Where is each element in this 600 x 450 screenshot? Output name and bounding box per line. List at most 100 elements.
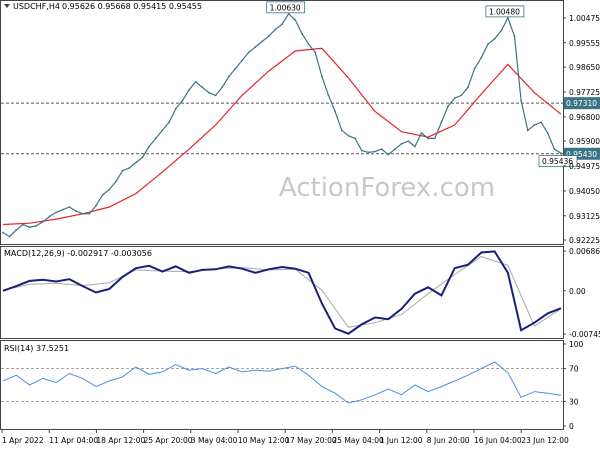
swing-label-box <box>485 5 525 18</box>
price-point <box>221 86 224 89</box>
price-level-label-box <box>564 97 600 110</box>
price-point <box>487 43 489 46</box>
price-point <box>354 137 356 140</box>
macd-axis-tick-label: -0.007454 <box>569 330 600 339</box>
time-axis-tick-label: 23 Jun 12:00 <box>521 436 569 445</box>
macd-axis-tick-label: 0.00 <box>569 287 586 296</box>
price-axis-tick-label: 0.96800 <box>569 113 600 122</box>
time-axis-tick-label: 1 Jun 12:00 <box>380 436 423 445</box>
time-axis-tick-label: 3 May 04:00 <box>191 436 238 445</box>
price-axis-tick-label: 0.98650 <box>569 63 600 72</box>
rsi-series <box>2 361 562 404</box>
price-point <box>287 12 290 15</box>
price-series <box>2 12 562 238</box>
price-point <box>75 210 77 212</box>
price-axis-tick-label: 0.93125 <box>569 212 600 221</box>
price-point <box>68 206 71 208</box>
swing-label: 0.95436 <box>542 157 573 166</box>
price-point <box>360 149 363 152</box>
time-axis-tick-label: 11 Apr 04:00 <box>49 436 98 445</box>
time-axis-tick-label: 25 Apr 20:00 <box>144 436 193 445</box>
macd-axis: 0.006861 0.00 -0.007454 <box>563 247 600 339</box>
price-point <box>35 224 38 227</box>
price-point <box>453 97 456 99</box>
price-axis-tick-label: 0.94050 <box>569 187 600 196</box>
price-point <box>433 137 436 140</box>
price-axis-tick-label: 1.00475 <box>569 14 600 23</box>
price-point <box>301 32 303 35</box>
price-point <box>141 156 144 159</box>
price-point <box>546 132 549 134</box>
price-point <box>374 150 376 153</box>
moving-average-line <box>2 47 562 226</box>
price-point <box>261 40 263 43</box>
price-point <box>520 99 523 102</box>
price-point <box>108 188 111 191</box>
price-point <box>407 140 410 143</box>
price-point <box>447 105 449 108</box>
macd-line <box>2 250 562 335</box>
macd-axis-tick-label: 0.006861 <box>569 247 600 256</box>
rsi-line <box>2 361 562 404</box>
price-point <box>22 223 24 226</box>
time-axis-tick-label: 17 May 20:00 <box>285 436 337 445</box>
price-point <box>128 167 131 169</box>
price-point <box>526 129 529 132</box>
price-point <box>55 211 58 214</box>
price-point <box>480 56 483 59</box>
price-point <box>254 46 257 48</box>
price-axis-tick-label: 0.99555 <box>569 39 600 48</box>
price-point <box>307 43 310 46</box>
price-point <box>400 142 403 145</box>
time-axis-tick-label: 16 Jun 04:00 <box>474 436 522 445</box>
price-point <box>274 28 277 31</box>
time-axis-tick-label: 1 Apr 2022 <box>2 436 44 445</box>
price-axis: 1.00475 0.99555 0.98650 0.97725 0.96800 0.959… <box>563 14 600 245</box>
price-point <box>101 194 104 196</box>
price-point <box>201 86 204 89</box>
price-point <box>2 231 4 234</box>
price-point <box>227 75 230 78</box>
price-point <box>347 134 350 137</box>
price-level-label: 0.97310 <box>566 99 597 108</box>
price-point <box>467 86 469 89</box>
price-point <box>493 37 496 40</box>
time-axis-tick-label: 8 Jun 20:00 <box>427 436 470 445</box>
price-point <box>148 145 151 148</box>
price-point <box>367 151 370 154</box>
price-point <box>168 121 170 124</box>
price-point <box>387 153 390 156</box>
price-point <box>294 19 297 21</box>
price-point <box>241 59 244 62</box>
price-point <box>540 121 542 124</box>
chart-ohlc: 0.95626 0.95668 0.95415 0.95455 <box>62 2 202 11</box>
rsi-axis-tick-label: 30 <box>569 397 579 406</box>
price-point <box>121 169 124 172</box>
price-point <box>340 129 343 132</box>
price-gridlines <box>1 102 563 155</box>
rsi-axis-tick-label: 100 <box>569 340 584 349</box>
price-point <box>81 212 84 215</box>
price-point <box>88 212 91 215</box>
price-point <box>560 152 562 155</box>
macd-panel-frame <box>0 246 564 339</box>
macd-title: MACD(12,26,9) -0.002917 -0.003056 <box>4 249 152 258</box>
watermark: ActionForex.com <box>279 173 495 203</box>
swing-label-box <box>266 1 306 14</box>
swing-label: 1.00630 <box>270 3 301 12</box>
price-point <box>8 235 11 238</box>
rsi-axis: 100 70 30 0 <box>563 340 584 431</box>
price-point <box>134 161 137 164</box>
price-point <box>61 208 64 211</box>
chart-symbol: USDCHF,H4 <box>13 2 60 11</box>
price-annotations: 0.97310 0.95430 1.00630 1.00480 0.95436 <box>266 1 600 167</box>
price-point <box>427 137 430 140</box>
time-axis-tick-label: 25 May 04:00 <box>332 436 384 445</box>
price-point <box>41 220 44 223</box>
price-point <box>267 35 270 38</box>
rsi-title: RSI(14) 37.5251 <box>4 344 69 353</box>
price-point <box>214 94 217 97</box>
